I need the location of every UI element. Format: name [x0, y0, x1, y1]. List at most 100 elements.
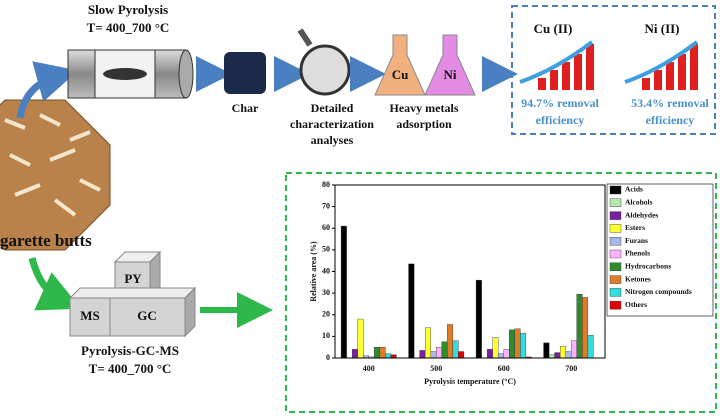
gcms-title: Pyrolysis-GC-MS [81, 343, 179, 358]
efficiency: 94.7% removal [521, 96, 599, 110]
bar [503, 349, 510, 359]
butt-texture [4, 113, 101, 217]
bar [486, 349, 493, 359]
bar [520, 332, 527, 359]
bar [498, 353, 504, 359]
legend-label: Acids [625, 185, 643, 194]
process-title: Slow Pyrolysis [88, 2, 168, 17]
bar [543, 342, 550, 359]
y-tick-label: 60 [322, 223, 330, 232]
sample [103, 68, 147, 80]
bar [424, 327, 431, 359]
block-label: PY [124, 271, 142, 286]
bar [576, 294, 583, 359]
bar [452, 340, 459, 359]
legend-label: Others [625, 300, 647, 309]
trend-arrow [519, 40, 594, 84]
legend-swatch [609, 224, 622, 233]
characterization: Detailed [311, 101, 354, 115]
legend-label: Ketones [625, 274, 651, 283]
chart-box [285, 172, 717, 413]
legend-label: Nitrogen compounds [625, 287, 692, 296]
bar [436, 346, 442, 359]
arrow [28, 257, 82, 311]
axes [334, 184, 606, 359]
bar [565, 351, 572, 359]
y-tick-label: 20 [322, 310, 330, 319]
bar [357, 318, 364, 359]
legend-label: Aldehydes [625, 210, 658, 219]
flask-label: Ni [444, 67, 457, 82]
legend-label: Furans [625, 236, 648, 245]
x-axis-label: Pyrolysis temperature (°C) [424, 377, 516, 386]
efficiency: efficiency [536, 113, 585, 127]
legend-swatch [609, 236, 622, 246]
block-label: MS [80, 308, 100, 323]
legend-box [606, 183, 714, 317]
metal: Cu (II) [534, 21, 573, 36]
y-tick-label: 80 [322, 180, 330, 189]
bar [351, 349, 358, 359]
legend-swatch [609, 288, 622, 297]
y-tick-label: 10 [322, 331, 330, 340]
trend-arrow [624, 40, 699, 84]
flask [374, 34, 426, 96]
metal: Ni (II) [644, 21, 679, 36]
char-label: Char [232, 101, 259, 115]
x-tick-label: 500 [430, 364, 442, 373]
bar [458, 351, 465, 359]
bar [441, 341, 448, 359]
bar [514, 328, 521, 359]
legend-label: Alcohols [625, 198, 653, 207]
legend-swatch [609, 211, 622, 220]
bar [447, 324, 454, 359]
bar [340, 225, 347, 359]
char-image [224, 52, 266, 94]
chart: 0 10 20 30 40 50 60 70 80 Relative area (%) Pyroly… [309, 180, 714, 386]
legend-swatch [609, 185, 622, 195]
x-tick-label: 600 [498, 364, 510, 373]
efficiency: efficiency [646, 113, 695, 127]
x-tick-label: 700 [565, 364, 577, 373]
bar [559, 345, 566, 359]
bar [419, 350, 426, 359]
y-tick-label: 50 [322, 245, 330, 254]
reactor-end [178, 49, 194, 99]
bar-icon [538, 44, 698, 90]
bar [475, 279, 482, 359]
magnifier [299, 44, 351, 96]
legend-swatch [609, 198, 622, 208]
results-box [511, 5, 716, 135]
bar [385, 353, 392, 359]
arrow [16, 61, 79, 119]
bar [554, 352, 561, 359]
magnifier-handle [297, 28, 313, 47]
process-temperature: T= 400_700 °C [87, 20, 170, 35]
legend-swatch [609, 249, 622, 259]
x-tick-label: 400 [363, 364, 375, 373]
legend-label: Esters [625, 223, 645, 232]
block-label: GC [137, 308, 157, 323]
cigarette-butts [0, 99, 111, 251]
legend-label: Hydrocarbons [625, 262, 671, 271]
legend-label: Phenols [625, 249, 650, 258]
legend-swatch [609, 275, 622, 284]
bar [509, 329, 516, 359]
gcms-blocks [68, 250, 197, 338]
y-tick-label: 70 [322, 201, 330, 210]
gcms-temperature: T= 400_700 °C [89, 361, 172, 376]
flask-label: Cu [392, 67, 409, 82]
feedstock-label: garette butts [0, 231, 92, 250]
characterization: analyses [311, 133, 354, 147]
adsorption: Heavy metals [390, 101, 459, 115]
y-axis-label: Relative area (%) [309, 241, 318, 302]
y-tick-label: 0 [326, 353, 330, 362]
y-tick-label: 30 [322, 288, 330, 297]
bar [430, 351, 437, 359]
bar [408, 263, 415, 359]
y-tick-label: 40 [322, 266, 330, 275]
bar [492, 337, 499, 359]
bar [571, 340, 577, 359]
legend-swatch [609, 301, 622, 310]
